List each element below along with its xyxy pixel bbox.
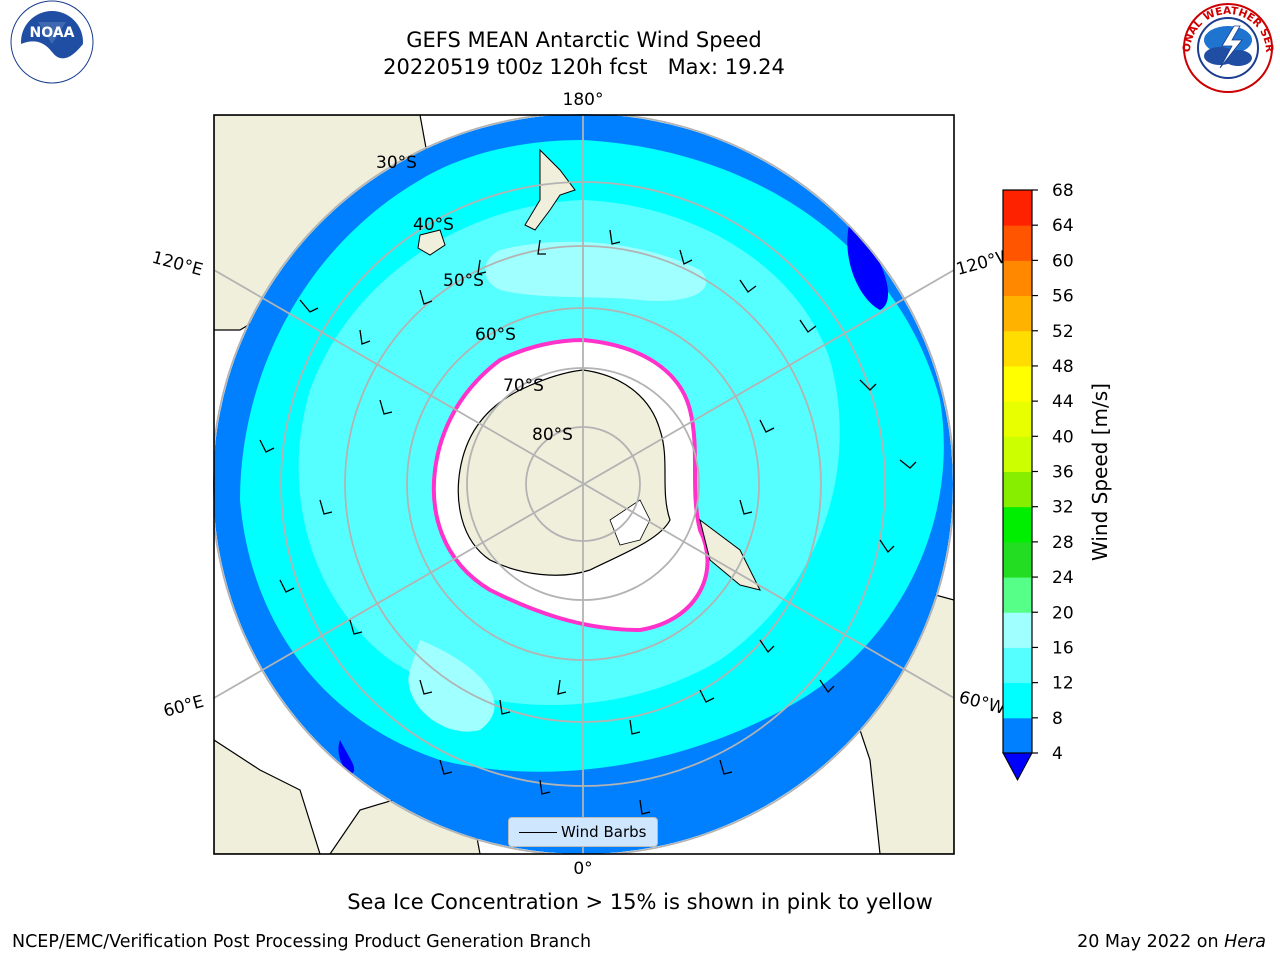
- footer-credit: NCEP/EMC/Verification Post Processing Pr…: [12, 932, 592, 952]
- colorbar-tick-label: 56: [1052, 287, 1074, 307]
- colorbar-segment: [1003, 647, 1032, 684]
- lon-label-0: 0°: [573, 859, 592, 879]
- lon-label-60e: 60°E: [161, 692, 206, 722]
- colorbar-segment: [1003, 506, 1032, 543]
- colorbar-tick-label: 24: [1052, 568, 1074, 588]
- lon-label-120e: 120°E: [150, 248, 205, 281]
- colorbar-segment: [1003, 436, 1032, 472]
- lat-label-70s: 70°S: [503, 376, 544, 396]
- colorbar-tick-label: 32: [1052, 498, 1074, 518]
- meridian-60E-120W: [214, 269, 954, 699]
- lon-label-60w: 60°W: [957, 688, 1008, 720]
- colorbar-segment: [1003, 225, 1032, 261]
- lat-label-50s: 50°S: [443, 271, 484, 291]
- colorbar-extend-arrow: [1002, 752, 1033, 782]
- colorbar-tick-label: 4: [1052, 744, 1063, 764]
- colorbar-tick-label: 52: [1052, 322, 1074, 342]
- colorbar-segment: [1003, 260, 1032, 297]
- colorbar-tick-label: 64: [1052, 216, 1074, 236]
- colorbar-tick-label: 8: [1052, 709, 1063, 729]
- sea-ice-note: Sea Ice Concentration > 15% is shown in …: [347, 890, 933, 914]
- colorbar-tick-label: 60: [1052, 251, 1074, 271]
- colorbar-segment: [1003, 471, 1032, 508]
- colorbar-label: Wind Speed [m/s]: [1088, 383, 1112, 561]
- colorbar-segment: [1003, 330, 1032, 367]
- colorbar-segment: [1003, 682, 1032, 719]
- lat-label-80s: 80°S: [532, 425, 573, 445]
- colorbar-tick-label: 68: [1052, 181, 1074, 201]
- chart-title: GEFS MEAN Antarctic Wind Speed: [406, 28, 762, 52]
- footer-date-text: 20 May 2022 on: [1077, 932, 1225, 952]
- noaa-logo: NOAA: [10, 0, 94, 84]
- map-frame: [213, 114, 955, 855]
- chart-subtitle: 20220519 t00z 120h fcst Max: 19.24: [383, 55, 785, 79]
- colorbar-segment: [1003, 577, 1032, 613]
- legend-line-swatch: [519, 832, 557, 834]
- colorbar-tick-label: 12: [1052, 674, 1074, 694]
- lat-label-60s: 60°S: [475, 325, 516, 345]
- graticule: [214, 115, 954, 854]
- noaa-logo-text: NOAA: [30, 25, 75, 41]
- colorbar-tick-label: 48: [1052, 357, 1074, 377]
- colorbar-tick-label: 44: [1052, 392, 1074, 412]
- lat-label-40s: 40°S: [413, 215, 454, 235]
- colorbar-segment: [1003, 541, 1032, 578]
- colorbar-tick-label: 28: [1052, 533, 1074, 553]
- colorbar-tick-label: 16: [1052, 638, 1074, 658]
- colorbar-tick-label: 36: [1052, 463, 1074, 483]
- lat-label-30s: 30°S: [376, 153, 417, 173]
- legend-label: Wind Barbs: [561, 823, 647, 841]
- footer-date: 20 May 2022 on Hera: [1077, 932, 1266, 952]
- colorbar-tick-label: 20: [1052, 603, 1074, 623]
- colorbar-segment: [1003, 190, 1032, 226]
- wind-barbs: [259, 229, 917, 815]
- footer-machine: Hera: [1224, 932, 1266, 952]
- colorbar-tick-label: 40: [1052, 427, 1074, 447]
- colorbar-segment: [1003, 612, 1032, 648]
- colorbar-segment: [1003, 365, 1032, 402]
- nws-logo: NATIONAL WEATHER SERVICE: [1176, 0, 1275, 93]
- legend: Wind Barbs: [508, 817, 658, 847]
- colorbar-segment: [1003, 295, 1032, 332]
- lon-label-180: 180°: [563, 90, 604, 110]
- colorbar-segment: [1003, 401, 1032, 437]
- colorbar-segment: [1003, 717, 1032, 754]
